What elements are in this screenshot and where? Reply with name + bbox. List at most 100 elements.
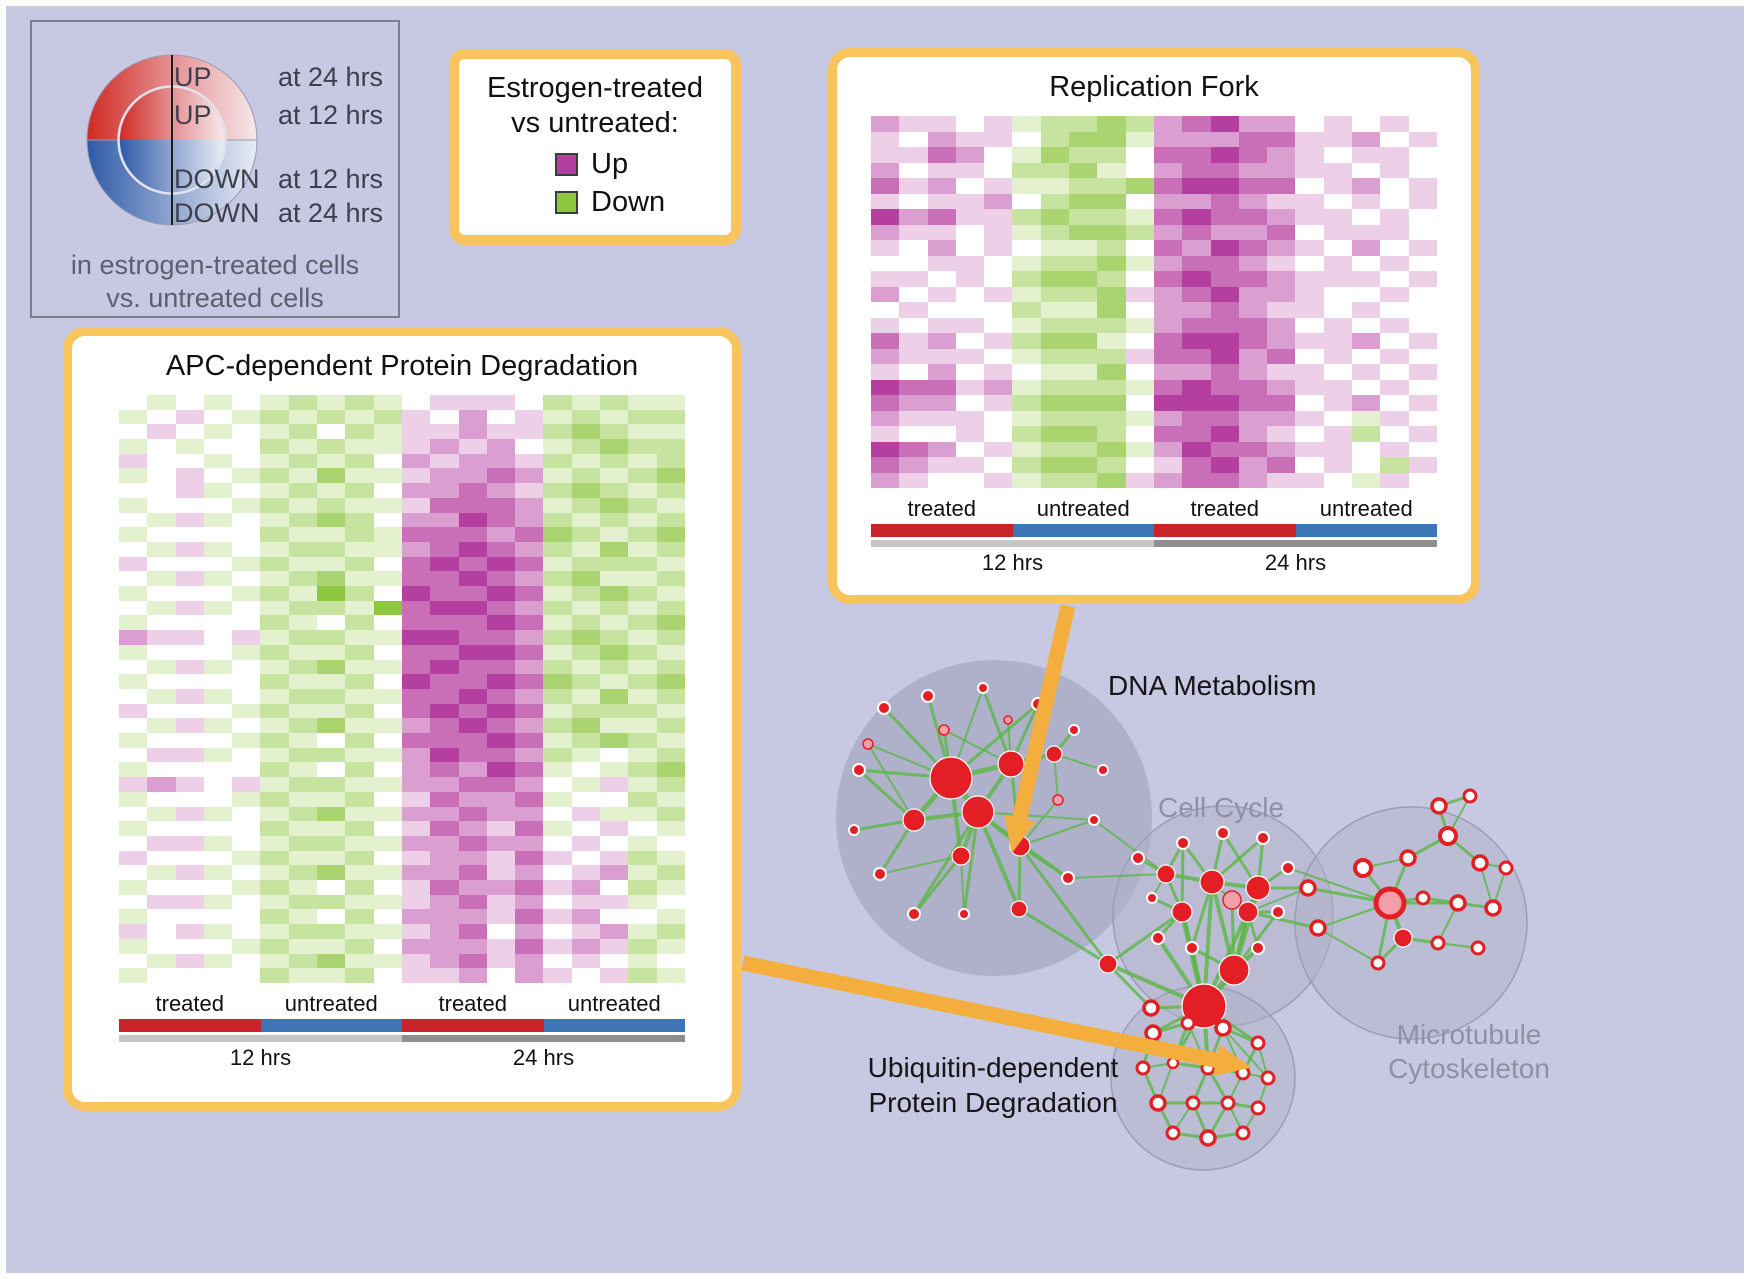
heatmap-cell: [317, 821, 346, 836]
heatmap-cell: [345, 468, 374, 484]
heatmap-cell: [430, 409, 459, 425]
heatmap-cell: [373, 571, 402, 587]
heatmap-cell: [628, 777, 657, 792]
heatmap-cell: [317, 762, 346, 778]
heatmap-cell: [628, 821, 657, 836]
heatmap-cell: [260, 806, 289, 822]
heatmap-cell: [1238, 286, 1268, 302]
heatmap-cell: [430, 439, 459, 454]
heatmap-cell: [401, 468, 431, 484]
heatmap-cell: [119, 483, 148, 498]
heatmap-cell: [1125, 209, 1154, 225]
heatmap-cell: [1352, 209, 1381, 225]
dna-metabolism-label: DNA Metabolism: [1108, 670, 1317, 701]
heatmap-cell: [317, 733, 346, 748]
heatmap-cell: [1323, 178, 1353, 194]
heatmap-cell: [203, 909, 233, 925]
heatmap-cell: [175, 512, 204, 528]
heatmap-cell: [203, 541, 233, 557]
ring-time: at 12 hrs: [278, 100, 384, 130]
heatmap-cell: [373, 615, 402, 631]
heatmap-cell: [1295, 457, 1324, 473]
heatmap-cell: [543, 586, 572, 601]
heatmap-cell: [1012, 441, 1041, 457]
heatmap-cell: [373, 880, 402, 895]
heatmap-cell: [1182, 240, 1211, 256]
heatmap-cell: [656, 409, 685, 425]
heatmap-cell: [288, 880, 318, 895]
heatmap-cell: [656, 659, 685, 675]
heatmap-cell: [600, 468, 629, 484]
heatmap-cell: [232, 806, 261, 822]
heatmap-cell: [430, 688, 459, 704]
network-node: [1185, 1095, 1201, 1111]
heatmap-cell: [175, 688, 204, 704]
heatmap-cell: [119, 762, 148, 778]
heatmap-cell: [543, 395, 572, 410]
heatmap-cell: [543, 468, 572, 484]
heatmap-cell: [1040, 131, 1070, 147]
heatmap-cell: [401, 909, 431, 925]
heatmap-cell: [1069, 209, 1098, 225]
heatmap-cell: [628, 909, 657, 925]
heatmap-cell: [1295, 240, 1324, 256]
heatmap-cell: [1295, 209, 1324, 225]
group-label-treated-12: treated: [155, 991, 225, 1016]
heatmap-cell: [656, 497, 685, 513]
heatmap-cell: [1125, 379, 1154, 395]
heatmap-cell: [232, 468, 261, 484]
heatmap-cell: [515, 659, 544, 675]
heatmap-cell: [1182, 395, 1211, 411]
heatmap-cell: [1153, 147, 1183, 163]
heatmap-cell: [1238, 317, 1268, 333]
heatmap-cell: [345, 409, 374, 425]
network-node: [1131, 851, 1145, 865]
heatmap-cell: [373, 453, 402, 469]
heatmap-cell: [175, 762, 204, 778]
heatmap-grid: [871, 116, 1437, 488]
heatmap-cell: [1323, 379, 1353, 395]
heatmap-cell: [1323, 410, 1353, 426]
heatmap-cell: [1182, 426, 1211, 442]
heatmap-cell: [871, 178, 900, 194]
heatmap-cell: [401, 777, 431, 792]
heatmap-cell: [401, 674, 431, 689]
heatmap-cell: [345, 953, 374, 969]
heatmap-cell: [1295, 317, 1324, 333]
treated-bar-segment: [402, 1019, 544, 1032]
heatmap-cell: [571, 615, 601, 631]
heatmap-cell: [955, 457, 985, 473]
heatmap-cell: [600, 747, 629, 763]
heatmap-cell: [401, 850, 431, 866]
network-edge: [1317, 927, 1379, 964]
heatmap-cell: [927, 209, 956, 225]
heatmap-cell: [458, 453, 487, 469]
heatmap-cell: [486, 659, 516, 675]
heatmap-cell: [373, 644, 402, 660]
heatmap-cell: [203, 688, 233, 704]
heatmap-cell: [430, 483, 459, 498]
network-node: [1373, 886, 1407, 920]
heatmap-cell: [373, 468, 402, 484]
heatmap-cell: [984, 457, 1013, 473]
network-edge: [912, 855, 963, 915]
heatmap-cell: [600, 733, 629, 748]
heatmap-cell: [486, 850, 516, 866]
heatmap-cell: [175, 718, 204, 734]
heatmap-cell: [458, 630, 487, 645]
heatmap-cell: [401, 762, 431, 778]
heatmap-cell: [486, 586, 516, 601]
heatmap-cell: [317, 806, 346, 822]
heatmap-cell: [515, 733, 544, 748]
heatmap-cell: [1238, 193, 1268, 209]
heatmap-cell: [288, 571, 318, 587]
heatmap-cell: [401, 835, 431, 851]
heatmap-cell: [147, 468, 176, 484]
heatmap-cell: [373, 424, 402, 440]
network-node: [1098, 954, 1118, 974]
heatmap-cell: [1097, 240, 1126, 256]
heatmap-cell: [119, 924, 148, 939]
heatmap-cell: [1352, 193, 1381, 209]
heatmap-cell: [1097, 302, 1126, 318]
heatmap-cell: [899, 317, 928, 333]
